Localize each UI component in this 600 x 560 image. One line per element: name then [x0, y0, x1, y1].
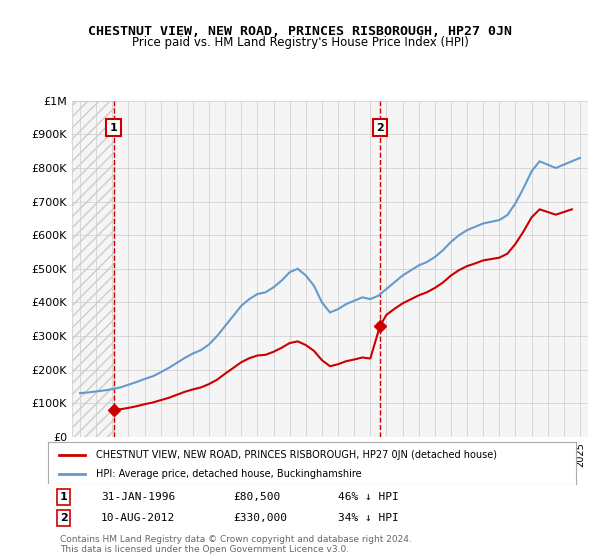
- Text: 46% ↓ HPI: 46% ↓ HPI: [338, 492, 399, 502]
- Text: 34% ↓ HPI: 34% ↓ HPI: [338, 513, 399, 523]
- Text: 31-JAN-1996: 31-JAN-1996: [101, 492, 175, 502]
- Bar: [72, 101, 113, 437]
- Text: £80,500: £80,500: [233, 492, 280, 502]
- Text: CHESTNUT VIEW, NEW ROAD, PRINCES RISBOROUGH, HP27 0JN (detached house): CHESTNUT VIEW, NEW ROAD, PRINCES RISBORO…: [95, 450, 497, 460]
- Bar: [72, 101, 113, 437]
- Text: 2: 2: [376, 123, 384, 133]
- Text: Contains HM Land Registry data © Crown copyright and database right 2024.
This d: Contains HM Land Registry data © Crown c…: [60, 535, 412, 554]
- Text: HPI: Average price, detached house, Buckinghamshire: HPI: Average price, detached house, Buck…: [95, 469, 361, 479]
- Text: 10-AUG-2012: 10-AUG-2012: [101, 513, 175, 523]
- Text: £330,000: £330,000: [233, 513, 287, 523]
- Text: CHESTNUT VIEW, NEW ROAD, PRINCES RISBOROUGH, HP27 0JN: CHESTNUT VIEW, NEW ROAD, PRINCES RISBORO…: [88, 25, 512, 38]
- Text: 1: 1: [110, 123, 118, 133]
- Text: 2: 2: [60, 513, 68, 523]
- Text: Price paid vs. HM Land Registry's House Price Index (HPI): Price paid vs. HM Land Registry's House …: [131, 36, 469, 49]
- Text: 1: 1: [60, 492, 68, 502]
